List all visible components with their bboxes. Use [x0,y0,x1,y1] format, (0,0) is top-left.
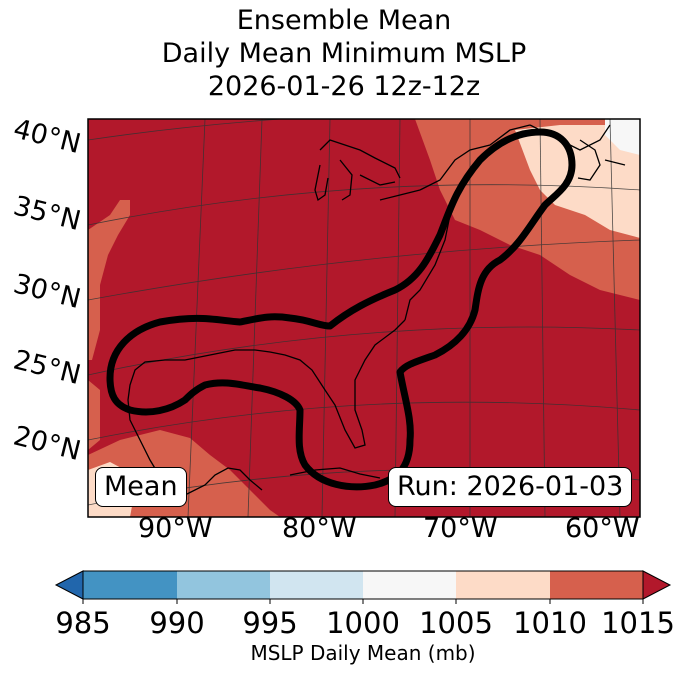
graticule [88,119,640,517]
colorbar-ticks [82,599,644,604]
colorbar-tick-995: 995 [242,606,298,640]
colorbar-tick-985: 985 [55,606,111,640]
lon-label-80w: 80°W [282,513,357,544]
lon-label-90w: 90°W [138,513,213,544]
field-1010-west [88,200,130,360]
contour-line [106,128,576,491]
colorbar-segment-1010 [550,571,643,599]
colorbar-tick-1010: 1010 [513,606,587,640]
colorbar-segment-995 [270,571,363,599]
map-frame [87,118,641,518]
title-line-1: Ensemble Mean [236,5,452,36]
colorbar-tick-1015: 1015 [601,606,675,640]
run-date-box: Run: 2026-01-03 [388,467,633,507]
colorbar [54,570,672,604]
colorbar-label: MSLP Daily Mean (mb) [250,641,476,665]
colorbar-segment-1000 [363,571,456,599]
mean-label-box: Mean [95,467,187,507]
colorbar-segment-990 [177,571,270,599]
title-line-3: 2026-01-26 12z-12z [207,71,481,102]
field-1010-southwest [88,380,100,450]
colorbar-segment-1005 [456,571,550,599]
field-1000-corner [605,119,640,155]
lon-label-70w: 70°W [423,513,498,544]
colorbar-tick-1000: 1000 [326,606,400,640]
field-1005-northeast [515,125,640,238]
colorbar-tick-1005: 1005 [419,606,493,640]
map-area [88,119,640,517]
lon-label-60w: 60°W [565,513,640,544]
title-line-2: Daily Mean Minimum MSLP [161,38,527,69]
colorbar-over-triangle [642,570,672,600]
chart-title: Ensemble Mean Daily Mean Minimum MSLP 20… [0,4,688,103]
colorbar-under-triangle [54,570,84,600]
colorbar-tick-990: 990 [149,606,205,640]
colorbar-segment-985 [83,571,177,599]
